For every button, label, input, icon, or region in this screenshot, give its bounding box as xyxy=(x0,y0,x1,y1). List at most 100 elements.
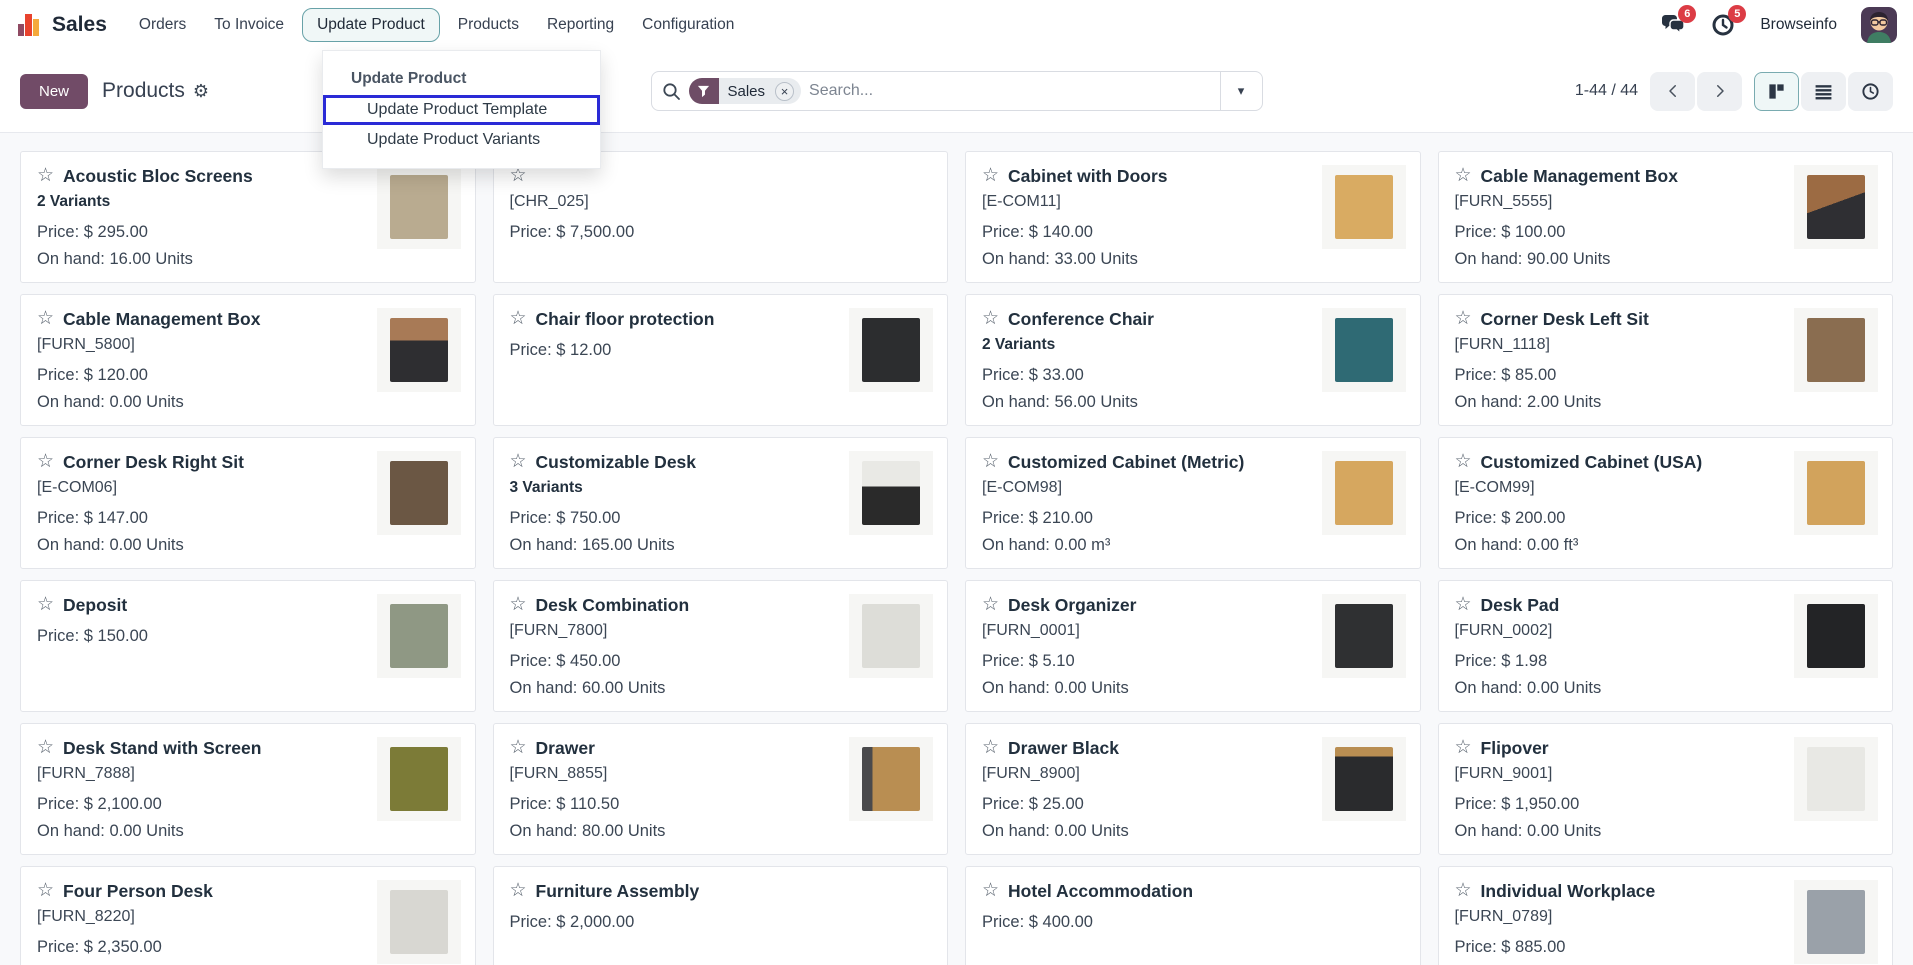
product-title[interactable]: Drawer xyxy=(535,738,595,758)
favorite-star-icon[interactable]: ☆ xyxy=(37,737,55,758)
product-title[interactable]: Chair floor protection xyxy=(535,309,715,329)
favorite-star-icon[interactable]: ☆ xyxy=(982,165,1000,186)
app-brand[interactable]: Sales xyxy=(16,12,107,38)
product-card[interactable]: ☆ Deposit Price: $ 150.00 xyxy=(20,580,476,712)
favorite-star-icon[interactable]: ☆ xyxy=(509,451,527,472)
product-title[interactable]: Cable Management Box xyxy=(1480,166,1678,186)
search-filter-facet[interactable]: Sales × xyxy=(688,78,802,104)
favorite-star-icon[interactable]: ☆ xyxy=(37,594,55,615)
favorite-star-icon[interactable]: ☆ xyxy=(982,880,1000,901)
favorite-star-icon[interactable]: ☆ xyxy=(509,165,527,186)
product-card[interactable]: ☆ Corner Desk Left Sit [FURN_1118] Price… xyxy=(1437,294,1893,426)
product-title[interactable]: Customized Cabinet (Metric) xyxy=(1008,452,1245,472)
product-title[interactable]: Cable Management Box xyxy=(63,309,261,329)
product-title[interactable]: Corner Desk Left Sit xyxy=(1480,309,1649,329)
product-card[interactable]: ☆ Desk Combination [FURN_7800] Price: $ … xyxy=(492,580,948,712)
product-title[interactable]: Customized Cabinet (USA) xyxy=(1480,452,1703,472)
nav-update-product[interactable]: Update Product xyxy=(302,8,440,42)
activities-button[interactable]: 5 xyxy=(1710,5,1747,38)
favorite-star-icon[interactable]: ☆ xyxy=(37,308,55,329)
product-card[interactable]: ☆ Customizable Desk 3 Variants Price: $ … xyxy=(492,437,948,569)
product-title[interactable]: Hotel Accommodation xyxy=(1008,881,1194,901)
product-card[interactable]: ☆ Customized Cabinet (Metric) [E-COM98] … xyxy=(965,437,1421,569)
facet-remove[interactable]: × xyxy=(774,78,802,104)
product-card[interactable]: ☆ [CHR_025] Price: $ 7,500.00 xyxy=(492,151,948,283)
product-title[interactable]: Conference Chair xyxy=(1008,309,1154,329)
product-title[interactable]: Desk Pad xyxy=(1480,595,1560,615)
product-card[interactable]: ☆ Flipover [FURN_9001] Price: $ 1,950.00… xyxy=(1437,723,1893,855)
favorite-star-icon[interactable]: ☆ xyxy=(982,308,1000,329)
app-name[interactable]: Sales xyxy=(52,13,107,36)
favorite-star-icon[interactable]: ☆ xyxy=(1454,308,1472,329)
product-card[interactable]: ☆ Four Person Desk [FURN_8220] Price: $ … xyxy=(20,866,476,965)
product-card[interactable]: ☆ Hotel Accommodation Price: $ 400.00 xyxy=(965,866,1421,965)
favorite-star-icon[interactable]: ☆ xyxy=(1454,880,1472,901)
kanban-view-button[interactable] xyxy=(1754,71,1799,111)
product-card[interactable]: ☆ Drawer Black [FURN_8900] Price: $ 25.0… xyxy=(965,723,1421,855)
favorite-star-icon[interactable]: ☆ xyxy=(982,594,1000,615)
avatar[interactable] xyxy=(1861,7,1897,43)
product-title[interactable]: Acoustic Bloc Screens xyxy=(63,166,253,186)
nav-orders[interactable]: Orders xyxy=(138,16,187,33)
product-title[interactable]: Desk Organizer xyxy=(1008,595,1137,615)
messages-button[interactable]: 6 xyxy=(1660,5,1697,38)
product-title[interactable]: Desk Stand with Screen xyxy=(63,738,262,758)
favorite-star-icon[interactable]: ☆ xyxy=(509,594,527,615)
product-card[interactable]: ☆ Customized Cabinet (USA) [E-COM99] Pri… xyxy=(1437,437,1893,569)
favorite-star-icon[interactable]: ☆ xyxy=(1454,165,1472,186)
nav-reporting[interactable]: Reporting xyxy=(546,16,615,33)
search-options-toggle[interactable]: ▾ xyxy=(1219,72,1262,110)
favorite-star-icon[interactable]: ☆ xyxy=(1454,737,1472,758)
product-card[interactable]: ☆ Furniture Assembly Price: $ 2,000.00 xyxy=(492,866,948,965)
menu-item-update-product[interactable]: Update Product xyxy=(351,70,467,87)
product-card[interactable]: ☆ Conference Chair 2 Variants Price: $ 3… xyxy=(965,294,1421,426)
product-card[interactable]: ☆ Individual Workplace [FURN_0789] Price… xyxy=(1437,866,1893,965)
nav-to-invoice[interactable]: To Invoice xyxy=(214,16,285,33)
product-card[interactable]: ☆ Cable Management Box [FURN_5555] Price… xyxy=(1437,151,1893,283)
product-title[interactable]: Furniture Assembly xyxy=(535,881,700,901)
product-title[interactable]: Drawer Black xyxy=(1008,738,1119,758)
pager-next-button[interactable] xyxy=(1697,71,1742,111)
product-title[interactable]: Corner Desk Right Sit xyxy=(63,452,244,472)
product-title[interactable]: Customizable Desk xyxy=(535,452,697,472)
product-card[interactable]: ☆ Cable Management Box [FURN_5800] Price… xyxy=(20,294,476,426)
search-input[interactable]: Search... xyxy=(809,82,874,99)
product-title[interactable]: Deposit xyxy=(63,595,128,615)
favorite-star-icon[interactable]: ☆ xyxy=(1454,451,1472,472)
gear-icon[interactable]: ⚙ xyxy=(192,80,210,101)
close-icon: × xyxy=(775,81,795,101)
favorite-star-icon[interactable]: ☆ xyxy=(982,737,1000,758)
activity-view-button[interactable] xyxy=(1848,71,1893,111)
product-card[interactable]: ☆ Drawer [FURN_8855] Price: $ 110.50 On … xyxy=(492,723,948,855)
nav-configuration[interactable]: Configuration xyxy=(642,16,735,33)
favorite-star-icon[interactable]: ☆ xyxy=(509,880,527,901)
new-button[interactable]: New xyxy=(20,73,89,109)
product-card[interactable]: ☆ Cabinet with Doors [E-COM11] Price: $ … xyxy=(965,151,1421,283)
list-view-button[interactable] xyxy=(1801,71,1846,111)
pager-previous-button[interactable] xyxy=(1650,71,1695,111)
favorite-star-icon[interactable]: ☆ xyxy=(509,308,527,329)
product-image xyxy=(1794,594,1878,678)
product-title[interactable]: Individual Workplace xyxy=(1480,881,1656,901)
product-card[interactable]: ☆ Desk Stand with Screen [FURN_7888] Pri… xyxy=(20,723,476,855)
product-card[interactable]: ☆ Acoustic Bloc Screens 2 Variants Price… xyxy=(20,151,476,283)
user-name[interactable]: Browseinfo xyxy=(1760,16,1837,33)
menu-item-update-product-variants[interactable]: Update Product Variants xyxy=(367,131,541,148)
search-bar[interactable]: Sales × Search... ▾ xyxy=(650,71,1263,111)
product-card[interactable]: ☆ Chair floor protection Price: $ 12.00 xyxy=(492,294,948,426)
product-card[interactable]: ☆ Desk Organizer [FURN_0001] Price: $ 5.… xyxy=(965,580,1421,712)
favorite-star-icon[interactable]: ☆ xyxy=(1454,594,1472,615)
favorite-star-icon[interactable]: ☆ xyxy=(37,880,55,901)
product-title[interactable]: Desk Combination xyxy=(535,595,690,615)
product-title[interactable]: Four Person Desk xyxy=(63,881,213,901)
product-card[interactable]: ☆ Desk Pad [FURN_0002] Price: $ 1.98 On … xyxy=(1437,580,1893,712)
favorite-star-icon[interactable]: ☆ xyxy=(982,451,1000,472)
favorite-star-icon[interactable]: ☆ xyxy=(509,737,527,758)
favorite-star-icon[interactable]: ☆ xyxy=(37,451,55,472)
favorite-star-icon[interactable]: ☆ xyxy=(37,165,55,186)
product-title[interactable]: Cabinet with Doors xyxy=(1008,166,1168,186)
product-title[interactable]: Flipover xyxy=(1480,738,1549,758)
product-card[interactable]: ☆ Corner Desk Right Sit [E-COM06] Price:… xyxy=(20,437,476,569)
menu-item-update-product-template[interactable]: Update Product Template xyxy=(323,95,600,125)
nav-products[interactable]: Products xyxy=(457,16,519,33)
